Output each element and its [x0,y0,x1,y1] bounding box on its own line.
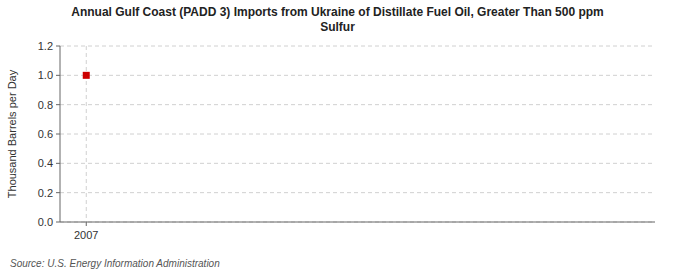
y-tick-label: 1.2 [38,40,53,52]
marks [83,72,90,79]
axes: 0.0 0.2 0.4 0.6 0.8 1.0 1.2 2007 [38,40,655,241]
y-tick-label: 0.2 [38,187,53,199]
y-grid-line [60,192,655,193]
y-grid-line [60,75,655,76]
source-note: Source: U.S. Energy Information Administ… [10,258,220,269]
y-tick [56,222,60,223]
y-tick [56,134,60,135]
y-grid-line [60,46,655,47]
y-tick [56,46,60,47]
x-axis-line [60,222,655,223]
y-axis-label: Thousand Barrels per Day [6,69,18,198]
y-tick [56,75,60,76]
y-tick-label: 1.0 [38,69,53,81]
y-tick [56,192,60,193]
y-tick [56,163,60,164]
x-tick [86,222,87,226]
grid [60,46,655,222]
data-point [83,72,90,79]
y-tick-label: 0.0 [38,216,53,228]
x-tick-label: 2007 [74,229,98,241]
y-grid-line [60,163,655,164]
chart-svg: Annual Gulf Coast (PADD 3) Imports from … [0,0,675,275]
y-tick-label: 0.6 [38,128,53,140]
y-tick [56,104,60,105]
y-tick-label: 0.4 [38,157,53,169]
y-grid-line [60,222,655,223]
title: Annual Gulf Coast (PADD 3) Imports from … [71,5,604,34]
y-grid-line [60,104,655,105]
y-tick-label: 0.8 [38,99,53,111]
y-grid-line [60,134,655,135]
y-axis-line [60,46,61,222]
chart-container: Annual Gulf Coast (PADD 3) Imports from … [0,0,675,275]
title-line: Annual Gulf Coast (PADD 3) Imports from … [71,5,604,19]
title-line: Sulfur [320,20,355,34]
